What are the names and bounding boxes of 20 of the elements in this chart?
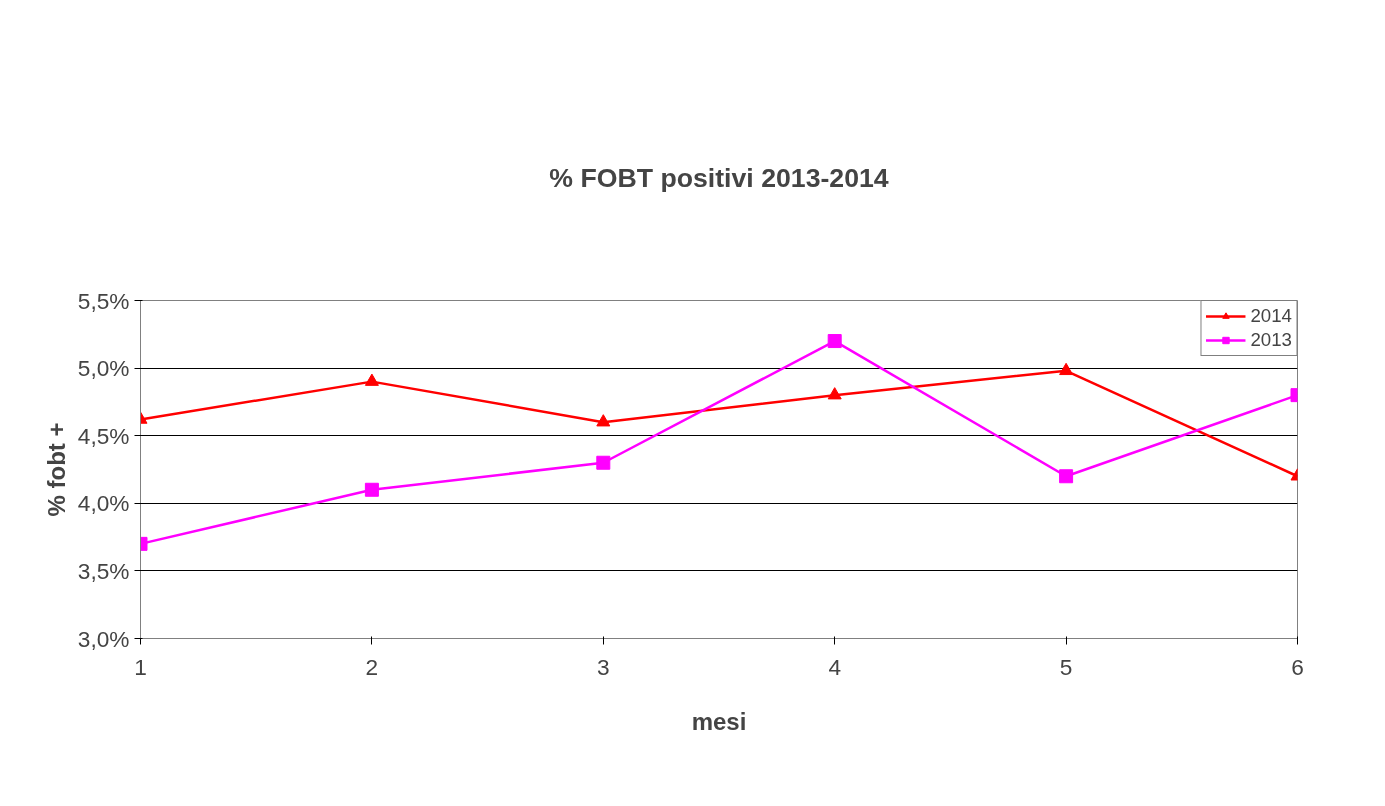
x-tick-label: 6 (1291, 653, 1304, 680)
point (596, 414, 611, 427)
x-tick-label: 3 (597, 653, 610, 680)
x-axis-title: mesi (691, 707, 747, 735)
y-tick-label: 5,5% (77, 287, 130, 314)
x-tick-label: 1 (134, 653, 147, 680)
y-tick-label: 4,0% (77, 490, 130, 517)
y-axis-title: % fobt + (42, 422, 70, 517)
x-tick-label: 4 (828, 653, 842, 680)
x-tick-label: 2 (365, 653, 379, 680)
y-tick-label: 3,0% (77, 625, 130, 652)
x-tick-label: 5 (1059, 653, 1073, 680)
legend-label: 2014 (1250, 305, 1292, 327)
chart-title: % FOBT positivi 2013-2014 (549, 163, 889, 193)
y-tick-label: 3,5% (77, 557, 130, 584)
y-tick-label: 4,5% (77, 422, 130, 449)
point (596, 455, 611, 470)
y-tick-label: 5,0% (77, 355, 130, 382)
legend-label: 2013 (1250, 329, 1292, 351)
point (827, 387, 842, 400)
